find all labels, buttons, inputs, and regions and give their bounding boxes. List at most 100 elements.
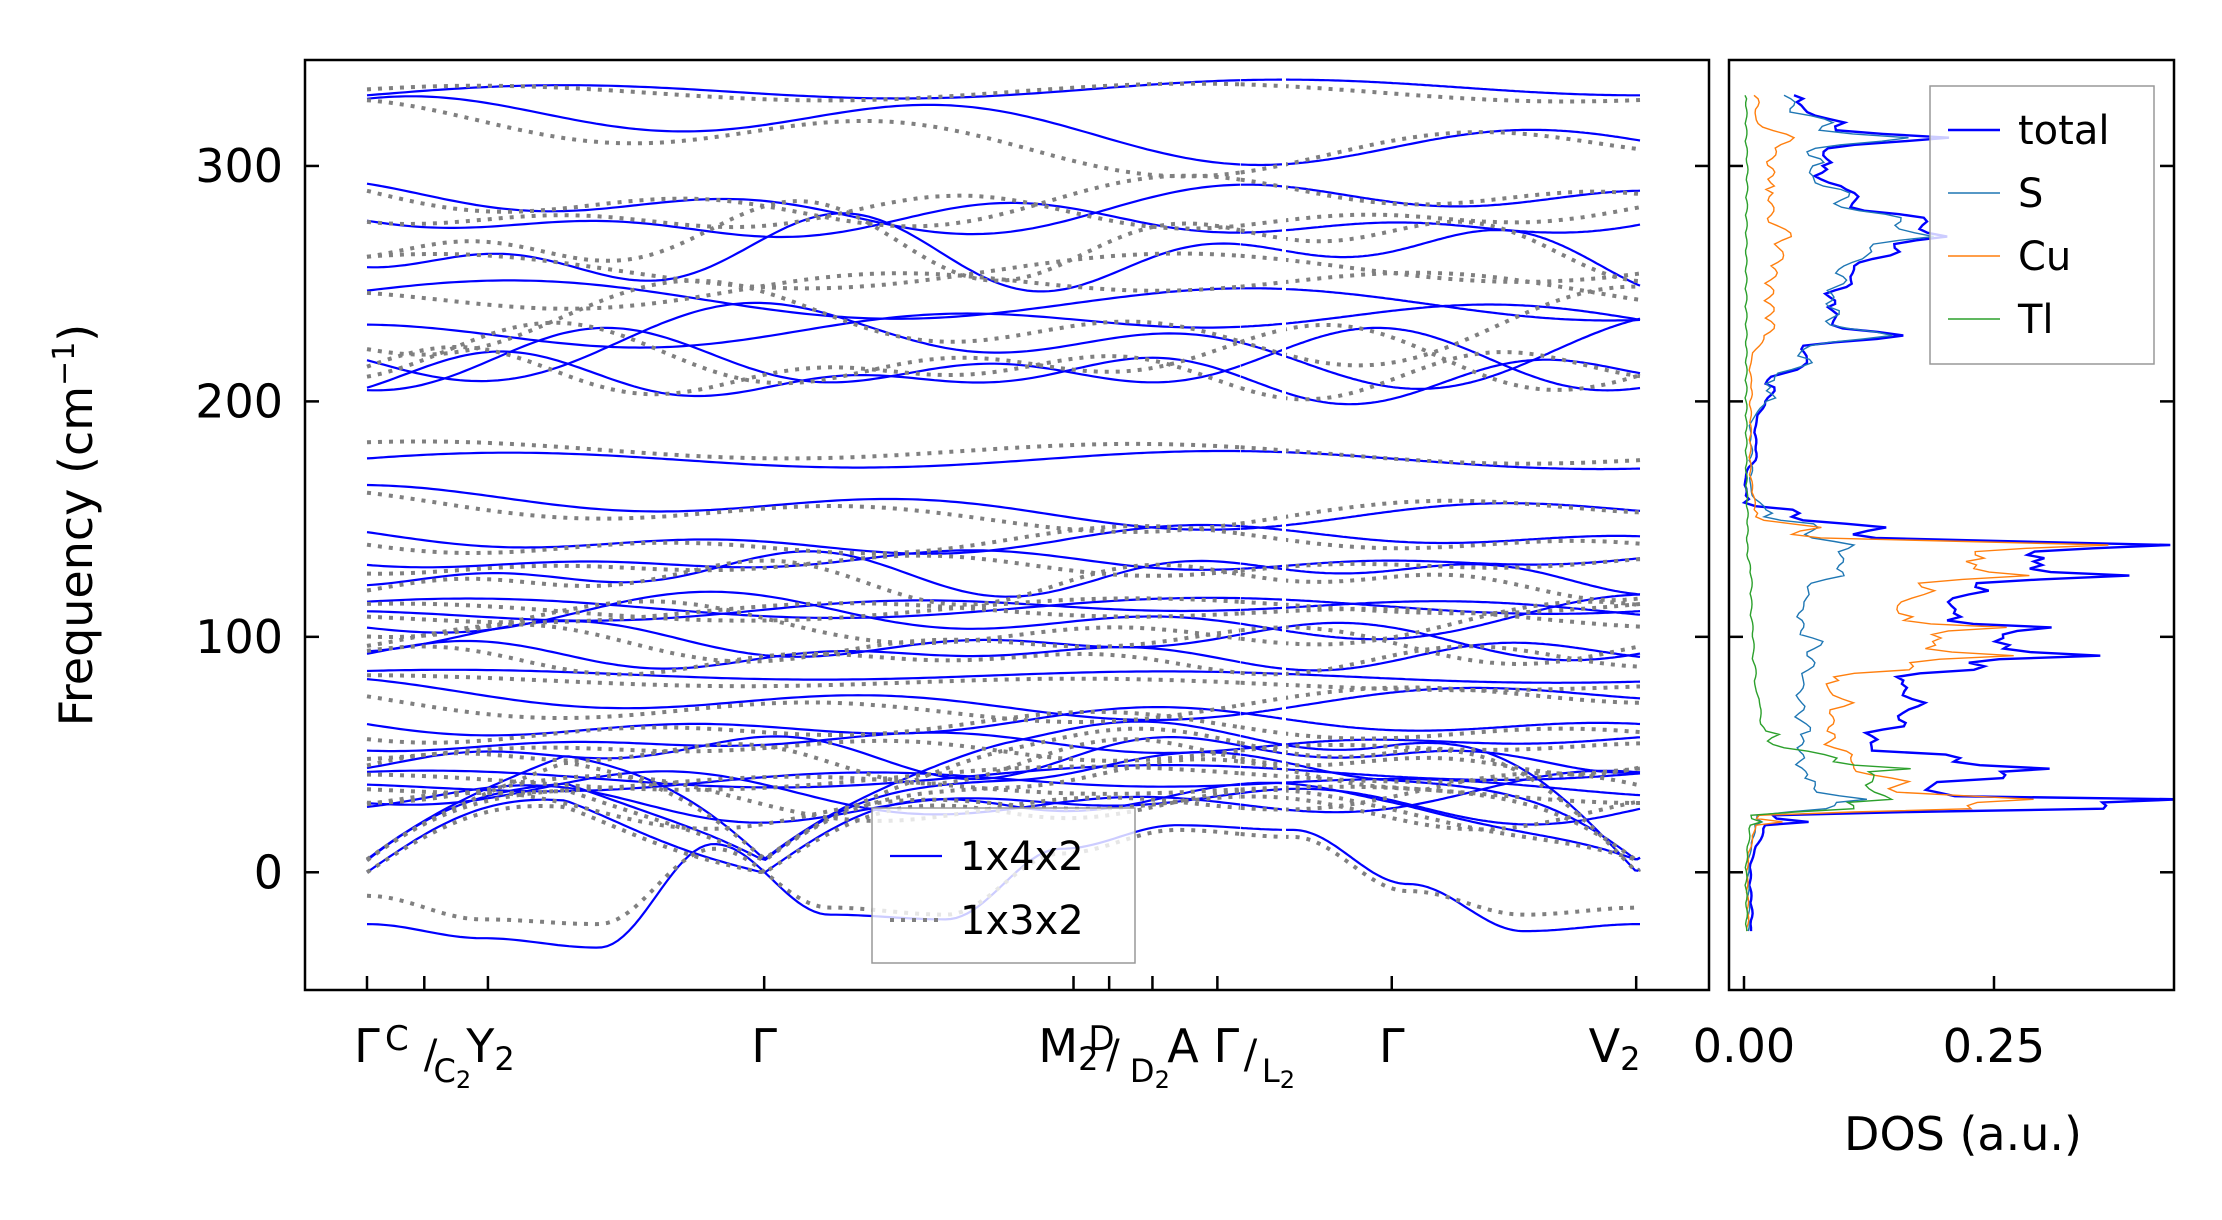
band-curve — [1240, 221, 1641, 234]
band-curve — [1240, 253, 1641, 284]
y-tick-label: 0 — [254, 845, 283, 899]
band-curve — [1240, 183, 1641, 208]
band-curve — [366, 193, 1241, 231]
band-curve — [1240, 303, 1641, 328]
band-curve — [1240, 205, 1641, 228]
acoustic-branch — [1240, 741, 1642, 873]
kpoint-label: / — [1244, 1032, 1258, 1078]
band-curve — [1240, 593, 1641, 641]
dos-panel: 0.00 0.25 total S Cu Tl DOS (a.u.) — [1693, 58, 2176, 1161]
kpoint-ticks — [365, 976, 1638, 990]
dos-curve-cu — [1745, 94, 2109, 932]
band-curve — [366, 278, 1241, 357]
acoustic-branch — [1240, 734, 1641, 872]
band-curve — [1240, 219, 1641, 284]
band-curve — [366, 95, 1241, 166]
band-legend: 1x4x2 1x3x2 — [871, 807, 1136, 964]
band-curve — [366, 735, 1241, 781]
dos-legend-box — [1929, 85, 2155, 365]
band-legend-label: 1x3x2 — [960, 898, 1084, 944]
band-curve — [366, 212, 1241, 293]
band-curve — [1240, 621, 1641, 662]
band-curve — [1240, 177, 1641, 207]
band-curve — [366, 320, 1241, 386]
band-curve — [1240, 445, 1641, 466]
band-y-ticks: 0 100 200 300 — [195, 139, 1709, 899]
band-curve — [1240, 769, 1641, 814]
band-curve — [366, 790, 1241, 831]
band-curve — [1240, 644, 1641, 677]
kpoint-label: Y2 — [465, 1019, 514, 1078]
dos-legend-label: S — [2018, 171, 2043, 217]
kpoint-label: A — [1167, 1019, 1199, 1073]
band-curve — [366, 490, 1241, 535]
imaginary-branch — [1240, 832, 1640, 917]
band-curve — [366, 558, 1241, 607]
dos-ticks: 0.00 0.25 — [1693, 164, 2174, 1073]
band-curve — [1240, 794, 1641, 832]
band-curve — [1240, 78, 1640, 97]
y-tick-label: 200 — [195, 374, 283, 428]
dos-legend-label: Cu — [2018, 234, 2071, 280]
band-curve — [1240, 725, 1641, 741]
band-curve — [366, 678, 1241, 722]
band-curve — [1240, 502, 1641, 530]
band-curve — [1240, 350, 1641, 402]
band-curve — [366, 709, 1241, 745]
y-tick-label: 300 — [195, 139, 283, 193]
kpoint-label: C — [385, 1019, 409, 1059]
band-curve — [1240, 284, 1641, 368]
kpoint-label: Γ — [354, 1019, 380, 1073]
kpoint-label: L2 — [1262, 1052, 1295, 1094]
dos-legend-label: Tl — [2017, 297, 2054, 343]
band-curve — [1240, 525, 1641, 545]
band-curve — [1240, 766, 1641, 784]
band-curve — [366, 98, 1241, 179]
kpoint-label: / — [1106, 1032, 1120, 1078]
dos-legend-label: total — [2018, 108, 2109, 154]
band-curve — [366, 668, 1241, 681]
dos-legend: total S Cu Tl — [1929, 85, 2155, 365]
band-curve — [366, 301, 1241, 383]
band-curve — [366, 271, 1241, 311]
band-lines — [365, 78, 1642, 949]
band-curve — [366, 731, 1241, 755]
band-curve — [1240, 625, 1641, 666]
band-curve — [1240, 784, 1640, 805]
band-curve — [366, 596, 1241, 623]
band-curve — [366, 694, 1241, 724]
band-curve — [1240, 229, 1641, 287]
imaginary-branch — [1240, 826, 1640, 933]
band-curve — [1240, 130, 1641, 175]
dos-x-tick-label: 0.00 — [1693, 1019, 1795, 1073]
band-curve — [1240, 498, 1641, 526]
dos-axes-frame — [1727, 58, 2176, 992]
band-curve — [366, 599, 1241, 622]
band-curve — [366, 483, 1241, 531]
acoustic-branch — [366, 720, 1241, 861]
band-curve — [1240, 771, 1641, 812]
band-curve — [1240, 557, 1641, 573]
band-y-axis-label: Frequency (cm−1) — [47, 324, 103, 727]
dos-curve-s — [1746, 94, 1934, 932]
kpoint-label: Γ — [751, 1019, 777, 1073]
dos-x-axis-label: DOS (a.u.) — [1844, 1107, 2082, 1161]
band-curve — [1240, 317, 1641, 390]
band-curve — [1240, 326, 1641, 392]
acoustic-branch — [1240, 759, 1641, 862]
kpoint-label: / — [424, 1032, 438, 1078]
band-curve — [1240, 606, 1641, 629]
dos-x-tick-label: 0.25 — [1943, 1019, 2045, 1073]
band-curve — [366, 251, 1241, 291]
band-curve — [366, 173, 1241, 229]
band-curve — [1240, 531, 1641, 551]
band-curve — [366, 439, 1241, 461]
band-curve — [366, 622, 1241, 664]
band-curve — [1240, 685, 1641, 708]
band-legend-label: 1x4x2 — [960, 834, 1084, 880]
y-tick-label: 100 — [195, 610, 283, 664]
band-curve — [1240, 711, 1641, 732]
